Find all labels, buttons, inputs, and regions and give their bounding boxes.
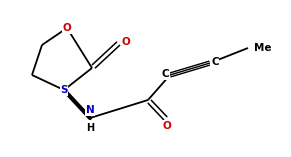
Text: H: H [86,123,94,133]
Text: Me: Me [254,43,272,53]
Text: O: O [163,121,171,131]
Text: O: O [63,23,71,33]
Text: O: O [122,37,131,47]
Text: N: N [86,105,94,115]
Text: S: S [60,85,68,95]
Text: C: C [162,69,169,79]
Text: C: C [211,57,219,67]
